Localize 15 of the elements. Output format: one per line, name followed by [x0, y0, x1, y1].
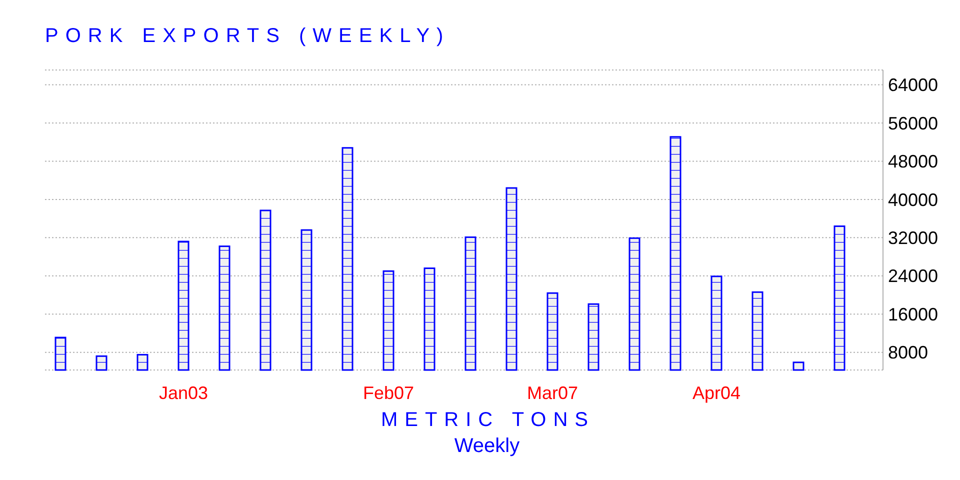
x-tick-label: Jan03 — [158, 383, 208, 403]
x-axis-title: METRIC TONS — [380, 409, 596, 431]
y-tick-label: 48000 — [888, 152, 938, 172]
y-tick-label: 64000 — [888, 75, 938, 96]
chart-title: PORK EXPORTS (WEEKLY) — [45, 25, 450, 47]
y-tick-label: 32000 — [888, 228, 938, 248]
y-tick-label: 16000 — [888, 304, 938, 324]
y-tick-label: 40000 — [888, 190, 938, 210]
x-tick-label: Feb07 — [362, 383, 414, 403]
text: Weekly — [454, 435, 520, 457]
y-tick-label: 56000 — [888, 113, 938, 134]
y-tick-label: 8000 — [888, 342, 928, 363]
y-tick-label: 24000 — [888, 266, 938, 286]
x-tick-label: Mar07 — [526, 383, 578, 403]
x-tick-label: Apr04 — [692, 383, 741, 403]
